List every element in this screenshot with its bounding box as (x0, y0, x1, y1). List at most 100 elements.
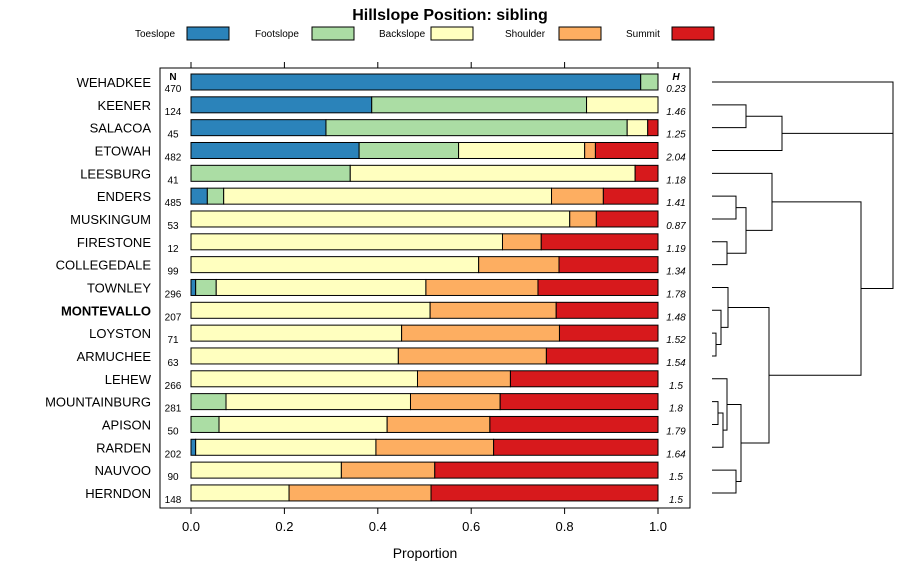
bar-armuchee-shoulder (397, 347, 547, 365)
bar-townley-footslope (195, 278, 217, 296)
bar-nauvoo-summit (434, 461, 659, 479)
row-label-rarden: RARDEN (96, 440, 151, 455)
row-h-loyston: 1.52 (666, 335, 686, 346)
bar-wehadkee-footslope (640, 73, 659, 91)
bar-montevallo-backslope (190, 301, 431, 319)
row-n-armuchee: 63 (167, 358, 179, 369)
row-h-firestone: 1.19 (666, 244, 686, 255)
bar-enders-shoulder (551, 187, 604, 205)
n-header: N (169, 72, 176, 83)
bar-montevallo-shoulder (429, 301, 557, 319)
legend-label-footslope: Footslope (255, 29, 299, 40)
dendrogram-link-7 (712, 332, 717, 357)
bar-mountainburg-summit (499, 393, 659, 411)
plot-frame (159, 67, 691, 509)
bar-enders-toeslope (190, 187, 208, 205)
row-h-etowah: 2.04 (665, 152, 686, 163)
bar-collegedale-backslope (190, 256, 480, 274)
bar-enders-backslope (223, 187, 553, 205)
row-nauvoo: NAUVOO 90 1.5 (95, 461, 683, 483)
bar-herndon-summit (430, 484, 659, 502)
row-label-muskingum: MUSKINGUM (70, 212, 151, 227)
bar-salacoa-footslope (325, 119, 628, 137)
bar-rarden-toeslope (190, 438, 197, 456)
row-label-salacoa: SALACOA (90, 121, 152, 136)
row-firestone: FIRESTONE 12 1.19 (77, 233, 686, 255)
row-label-wehadkee: WEHADKEE (77, 75, 152, 90)
row-h-enders: 1.41 (666, 198, 685, 209)
row-label-keener: KEENER (98, 98, 151, 113)
bar-apison-shoulder (386, 415, 491, 433)
legend: Toeslope Footslope Backslope Shoulder Summit (135, 26, 715, 41)
x-tick-label-5: 1.0 (649, 519, 667, 534)
row-townley: TOWNLEY 296 1.78 (87, 278, 686, 300)
row-label-nauvoo: NAUVOO (95, 463, 151, 478)
row-n-loyston: 71 (167, 335, 179, 346)
dendrogram-link-9 (712, 286, 729, 328)
bar-leesburg-footslope (190, 164, 351, 182)
row-n-leesburg: 41 (167, 175, 179, 186)
row-n-herndon: 148 (165, 495, 182, 506)
dendrogram-link-17 (861, 107, 894, 290)
row-armuchee: ARMUCHEE 63 1.54 (77, 347, 686, 369)
bar-muskingum-shoulder (569, 210, 597, 228)
row-salacoa: SALACOA 45 1.25 (90, 119, 686, 141)
bar-muskingum-summit (595, 210, 659, 228)
row-label-lehew: LEHEW (105, 372, 152, 387)
bar-salacoa-summit (647, 119, 659, 137)
legend-swatch-summit (671, 26, 715, 41)
dendrogram-link-16 (769, 201, 862, 376)
dendrogram-link-0 (712, 104, 747, 129)
dendrogram-link-1 (712, 115, 783, 151)
x-tick-label-2: 0.4 (369, 519, 387, 534)
row-h-herndon: 1.5 (669, 495, 683, 506)
dendrogram-link-13 (712, 469, 737, 494)
row-loyston: LOYSTON 71 1.52 (89, 324, 686, 346)
bar-rarden-summit (493, 438, 659, 456)
dendrogram-link-2 (712, 81, 894, 134)
bar-nauvoo-backslope (190, 461, 342, 479)
bar-herndon-backslope (190, 484, 290, 502)
row-label-collegedale: COLLEGEDALE (56, 258, 152, 273)
x-tick-label-4: 0.8 (556, 519, 574, 534)
row-h-mountainburg: 1.8 (669, 404, 683, 415)
row-apison: APISON 50 1.79 (102, 415, 686, 437)
row-n-etowah: 482 (165, 152, 182, 163)
bar-leesburg-backslope (349, 164, 636, 182)
row-label-etowah: ETOWAH (95, 143, 151, 158)
bar-apison-footslope (190, 415, 220, 433)
row-label-armuchee: ARMUCHEE (77, 349, 152, 364)
row-n-collegedale: 99 (167, 267, 179, 278)
row-rarden: RARDEN 202 1.64 (96, 438, 686, 460)
row-h-leesburg: 1.18 (666, 175, 686, 186)
bar-rarden-backslope (195, 438, 377, 456)
row-h-keener: 1.46 (666, 107, 686, 118)
bar-montevallo-summit (555, 301, 659, 319)
bar-keener-backslope (586, 96, 659, 114)
row-muskingum: MUSKINGUM 53 0.87 (70, 210, 686, 232)
bar-rarden-shoulder (375, 438, 495, 456)
axes: 0.0 0.2 0.4 0.6 0.8 1.0 (182, 62, 667, 534)
row-h-collegedale: 1.34 (666, 267, 686, 278)
bar-loyston-shoulder (401, 324, 560, 342)
row-h-armuchee: 1.54 (666, 358, 686, 369)
legend-swatch-shoulder (558, 26, 602, 41)
row-h-salacoa: 1.25 (666, 130, 686, 141)
bar-mountainburg-footslope (190, 393, 227, 411)
bar-nauvoo-shoulder (340, 461, 436, 479)
row-herndon: HERNDON 148 1.5 (85, 484, 683, 506)
bar-armuchee-summit (545, 347, 659, 365)
legend-label-shoulder: Shoulder (505, 29, 546, 40)
row-enders: ENDERS 485 1.41 (97, 187, 686, 209)
bar-rows: WEHADKEE 470 0.23 KEENER 124 1.46 SALACOA 45 1.2… (45, 73, 686, 506)
dendrogram-link-10 (712, 401, 719, 425)
row-h-muskingum: 0.87 (666, 221, 686, 232)
row-h-rarden: 1.64 (666, 449, 686, 460)
bar-herndon-shoulder (288, 484, 432, 502)
row-etowah: ETOWAH 482 2.04 (95, 141, 686, 163)
bar-mountainburg-shoulder (409, 393, 501, 411)
row-label-herndon: HERNDON (85, 486, 151, 501)
dendrogram-link-4 (712, 241, 728, 266)
h-header: H (672, 72, 680, 83)
dendrogram-link-6 (712, 172, 773, 231)
